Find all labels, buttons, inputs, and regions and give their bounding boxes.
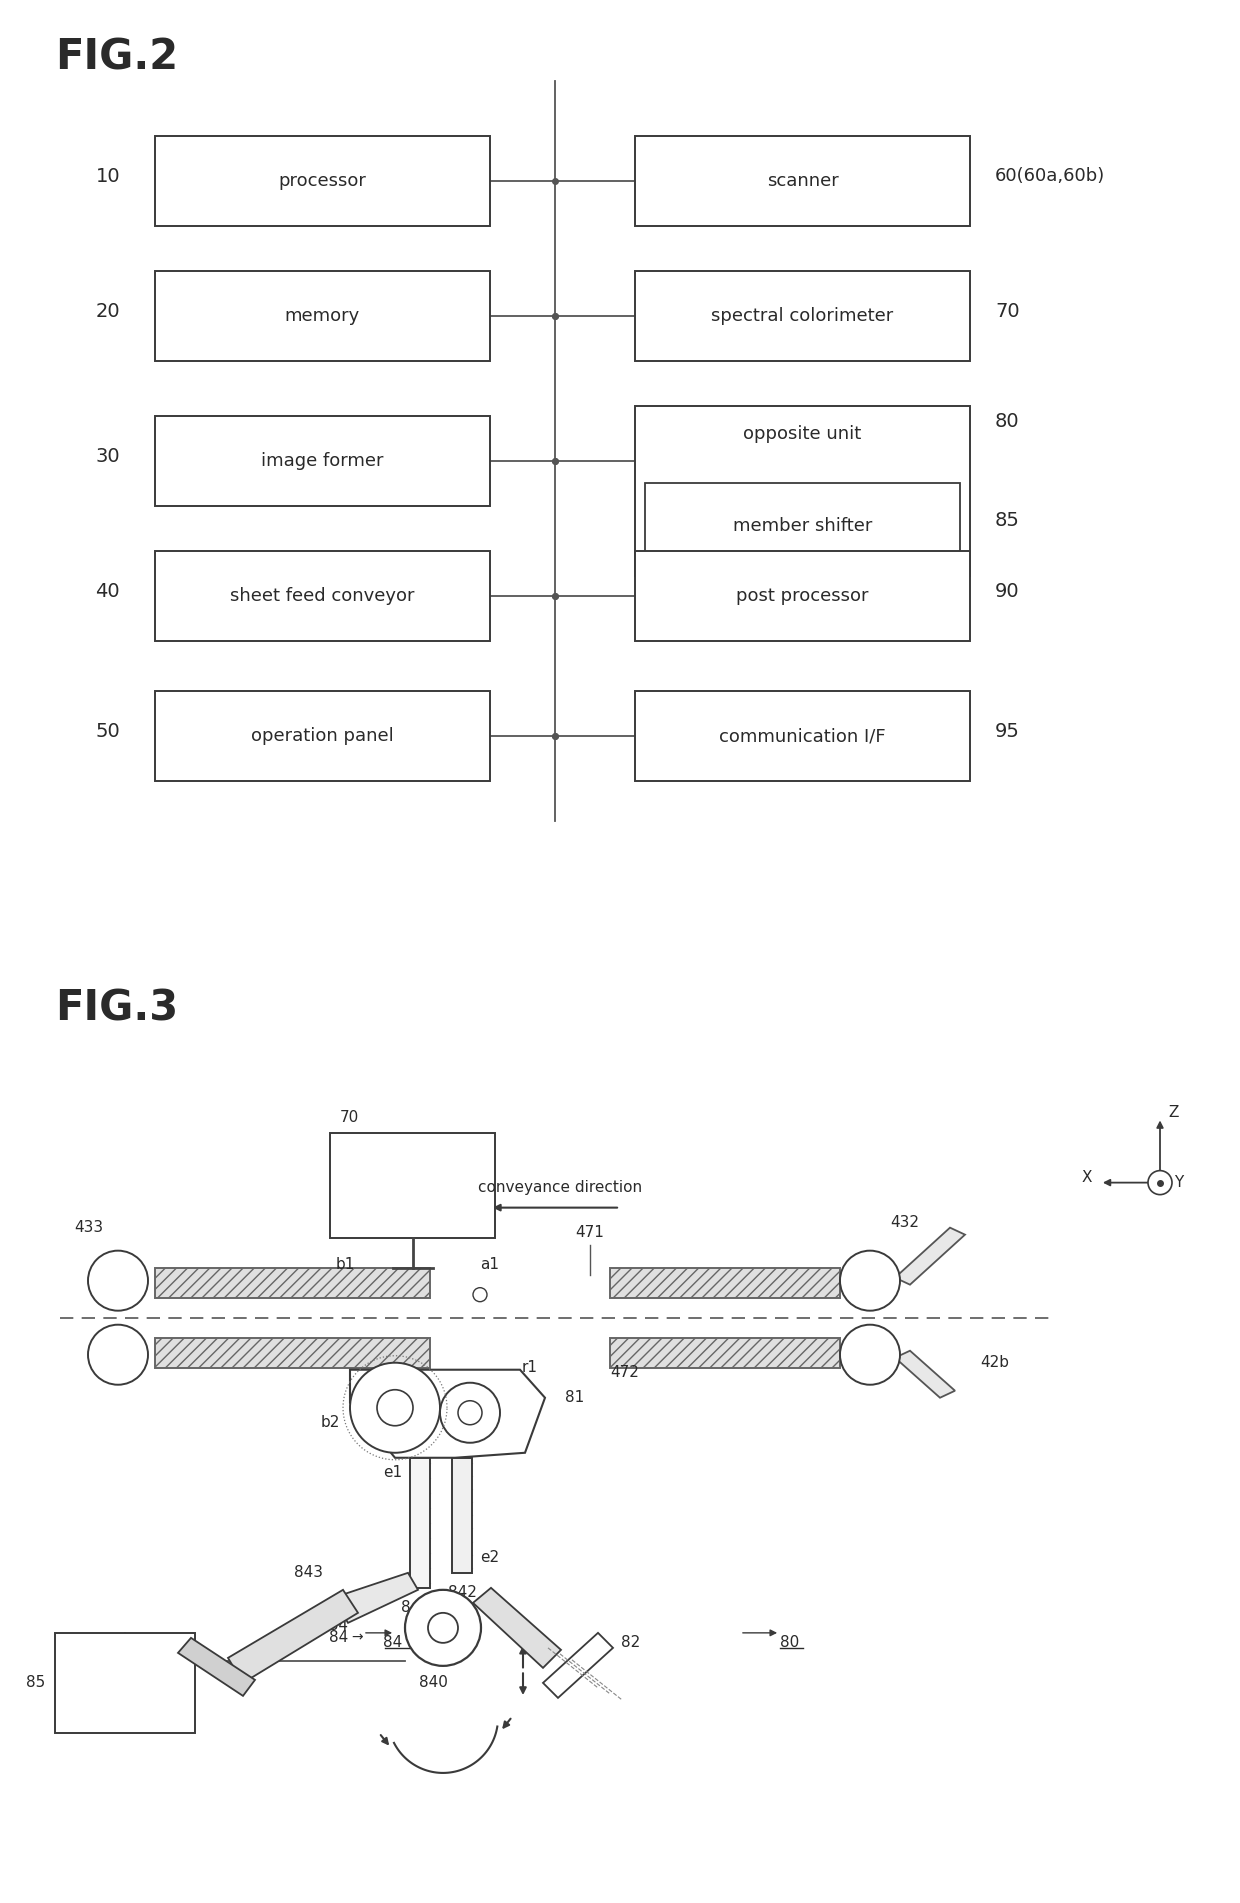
Bar: [635, 405, 970, 577]
Text: 842: 842: [448, 1585, 476, 1600]
Bar: [635, 691, 970, 782]
Text: processor: processor: [279, 171, 367, 190]
Circle shape: [839, 1250, 900, 1311]
Text: opposite unit: opposite unit: [743, 424, 862, 443]
Bar: [645, 483, 960, 569]
Polygon shape: [895, 1351, 955, 1397]
Text: 85: 85: [26, 1675, 45, 1690]
Polygon shape: [350, 1370, 546, 1458]
Bar: [610, 1267, 839, 1298]
Text: 42b: 42b: [980, 1355, 1009, 1370]
Text: 60(60a,60b): 60(60a,60b): [994, 167, 1105, 185]
Circle shape: [88, 1324, 148, 1385]
Bar: [330, 1132, 495, 1237]
Bar: [155, 270, 490, 362]
Text: 80: 80: [994, 411, 1019, 430]
Text: →: →: [351, 1631, 363, 1644]
Polygon shape: [543, 1633, 613, 1697]
Text: 85: 85: [994, 512, 1019, 531]
Text: 30: 30: [95, 447, 120, 466]
Text: 83: 83: [154, 1671, 174, 1686]
Text: ¯84: ¯84: [321, 1618, 348, 1633]
Text: 80: 80: [780, 1635, 800, 1650]
Text: e1: e1: [383, 1465, 402, 1481]
Polygon shape: [334, 1572, 418, 1623]
Text: 840: 840: [419, 1675, 448, 1690]
Text: 843: 843: [294, 1566, 322, 1579]
Circle shape: [839, 1324, 900, 1385]
Text: r1: r1: [522, 1361, 538, 1376]
Text: post processor: post processor: [737, 588, 869, 605]
Bar: [453, 1458, 472, 1572]
Text: operation panel: operation panel: [252, 727, 394, 746]
Bar: [610, 1338, 839, 1368]
Bar: [155, 137, 490, 226]
Circle shape: [428, 1614, 458, 1642]
Text: member shifter: member shifter: [733, 518, 872, 535]
Text: b2: b2: [321, 1416, 340, 1431]
Polygon shape: [895, 1227, 965, 1285]
Circle shape: [377, 1389, 413, 1425]
Circle shape: [440, 1383, 500, 1442]
Circle shape: [88, 1250, 148, 1311]
Text: 90: 90: [994, 582, 1019, 601]
Text: FIG.3: FIG.3: [55, 988, 179, 1030]
Bar: [155, 417, 490, 506]
Bar: [155, 691, 490, 782]
Text: 50: 50: [95, 721, 120, 740]
Text: 81: 81: [565, 1391, 584, 1404]
Text: FIG.2: FIG.2: [55, 36, 179, 78]
Text: 471: 471: [575, 1226, 604, 1241]
Text: 10: 10: [95, 167, 120, 186]
Circle shape: [405, 1589, 481, 1665]
Text: conveyance direction: conveyance direction: [477, 1180, 642, 1195]
Text: 20: 20: [95, 303, 120, 322]
Text: 84: 84: [383, 1635, 402, 1650]
Bar: [635, 552, 970, 641]
Circle shape: [1148, 1170, 1172, 1195]
Text: 70: 70: [994, 303, 1019, 322]
Bar: [155, 1338, 430, 1368]
Polygon shape: [472, 1587, 560, 1667]
Text: image former: image former: [262, 453, 383, 470]
Polygon shape: [179, 1638, 255, 1696]
Bar: [635, 270, 970, 362]
Text: 95: 95: [994, 721, 1019, 740]
Text: communication I/F: communication I/F: [719, 727, 885, 746]
Text: memory: memory: [285, 306, 360, 325]
Text: 432: 432: [890, 1216, 919, 1229]
Bar: [635, 137, 970, 226]
Text: sheet feed conveyor: sheet feed conveyor: [231, 588, 414, 605]
Text: 433: 433: [74, 1220, 103, 1235]
Bar: [55, 1633, 195, 1734]
Text: 82: 82: [621, 1635, 640, 1650]
Text: Y: Y: [1174, 1176, 1183, 1189]
Text: a1: a1: [481, 1258, 500, 1273]
Text: e2: e2: [480, 1551, 500, 1566]
Text: 40: 40: [95, 582, 120, 601]
Bar: [155, 1267, 430, 1298]
Bar: [155, 552, 490, 641]
Bar: [410, 1458, 430, 1587]
Circle shape: [472, 1288, 487, 1302]
Text: 70: 70: [340, 1109, 360, 1125]
Text: Z: Z: [1168, 1106, 1178, 1121]
Circle shape: [350, 1363, 440, 1452]
Circle shape: [458, 1401, 482, 1425]
Text: 472: 472: [610, 1364, 639, 1380]
Text: scanner: scanner: [766, 171, 838, 190]
Text: b1: b1: [335, 1258, 355, 1273]
Polygon shape: [228, 1589, 358, 1682]
Text: spectral colorimeter: spectral colorimeter: [712, 306, 894, 325]
Text: X: X: [1081, 1170, 1092, 1186]
Text: 84: 84: [329, 1631, 348, 1646]
Text: 841: 841: [401, 1600, 429, 1616]
